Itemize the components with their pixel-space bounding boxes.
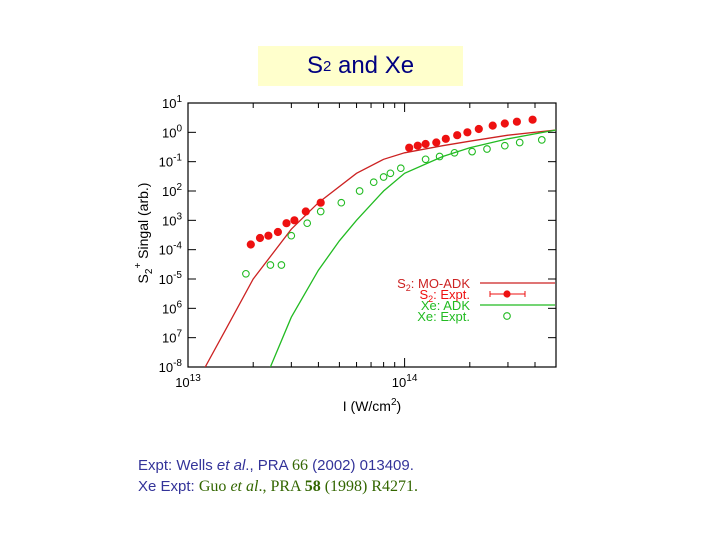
series-point-1 [421,139,430,149]
legend-label-1: S2: Expt. [419,287,470,304]
ref2-author: Guo [198,478,231,495]
y-axis-label: S2+ Singal (arb.) [133,183,155,284]
reference-wells: Expt: Wells et al., PRA 66 (2002) 013409… [138,455,418,476]
series-point-3 [468,147,476,156]
series-point-3 [337,198,346,207]
series-point-3 [242,269,250,278]
title-subscript: 2 [322,57,332,75]
series-point-3 [303,219,312,228]
series-point-3 [435,152,444,161]
series-point-1 [500,119,509,128]
ref1-mid: ., PRA [245,457,292,474]
x-tick-label: 1013 [175,373,201,390]
series-point-1 [413,141,422,150]
series-point-3 [386,169,395,178]
series-point-3 [277,261,286,269]
series-point-3 [316,207,325,216]
series-point-3 [515,138,524,147]
y-tick-label: 101 [162,94,182,111]
series-point-1 [282,219,291,228]
series-point-3 [396,164,405,173]
y-tick-label: 102 [162,182,182,199]
y-tick-label: 10-4 [159,241,183,258]
ref2-prefix: Xe Expt: [138,478,199,495]
series-line-2 [269,129,556,367]
legend-label-0: S2: MO-ADK [397,276,470,293]
series-point-1 [405,143,414,152]
ref1-etal: et al [216,457,246,474]
series-point-1 [290,216,299,225]
ref2-mid: ., PRA [258,478,305,495]
legend-label-2: Xe: ADK [421,298,470,313]
y-tick-label: 10-1 [159,153,183,170]
series-point-3 [379,173,388,181]
series-point-1 [273,227,282,237]
series-point-1 [463,128,472,137]
references: Expt: Wells et al., PRA 66 (2002) 013409… [138,455,418,497]
series-point-1 [432,138,441,147]
series-point-3 [369,178,378,187]
series-point-1 [246,240,255,249]
legend-marker-3 [503,312,511,320]
y-tick-label: 103 [162,211,182,228]
x-axis-label: I (W/cm2) [343,397,401,414]
ref2-end: (1998) R4271. [320,478,419,495]
ref1-volume: 66 [291,457,308,474]
series-line-0 [204,129,556,367]
series-point-3 [355,187,364,195]
series-point-3 [287,231,296,240]
series-point-1 [528,115,537,124]
series-point-3 [421,155,430,164]
series-point-3 [450,148,459,157]
series-point-3 [537,136,546,144]
plot-area-frame [187,102,557,368]
reference-guo: Xe Expt: Guo et al., PRA 58 (1998) R4271… [138,476,418,497]
series-point-1 [474,124,483,134]
x-tick-label: 1014 [392,373,418,390]
legend-label-3: Xe: Expt. [417,309,470,324]
ref2-volume: 58 [304,478,321,495]
legend-marker-1 [503,290,511,298]
title-rest: and Xe [331,52,415,79]
ref2-etal: et al [230,478,259,495]
series-point-1 [316,198,325,207]
series-point-1 [441,134,450,143]
y-tick-label: 10-5 [159,270,183,287]
title-main: S [306,52,323,79]
series-point-1 [453,131,462,140]
ref1-end: (2002) 013409. [307,457,414,474]
series-point-1 [301,207,310,216]
series-point-1 [255,233,265,243]
series-point-3 [483,145,491,153]
series-point-1 [488,121,497,130]
series-point-3 [500,141,509,150]
series-point-1 [512,117,522,126]
series-point-1 [264,231,273,240]
series-point-3 [266,261,275,269]
ref1-prefix: Expt: Wells [138,457,217,474]
y-tick-label: 107 [162,329,182,346]
y-tick-label: 10-8 [159,358,183,375]
y-tick-label: 100 [162,123,182,140]
y-tick-label: 106 [162,299,182,316]
